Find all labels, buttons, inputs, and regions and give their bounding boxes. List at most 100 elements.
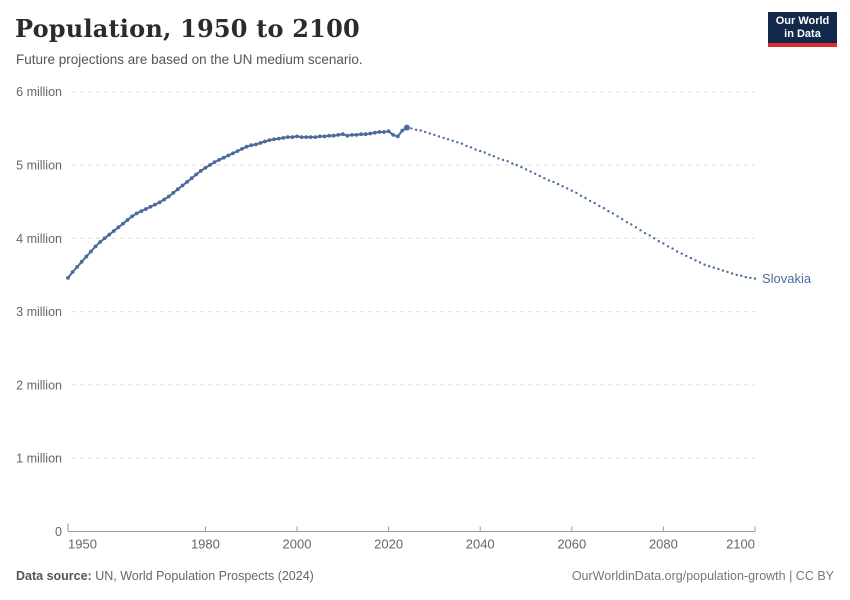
history-point: [153, 202, 157, 207]
projection-point: [593, 201, 596, 205]
projection-point: [579, 194, 583, 197]
projection-point: [511, 162, 514, 165]
owid-logo[interactable]: Our World in Data: [768, 12, 837, 47]
y-tick-label: 6 million: [16, 85, 62, 99]
projection-point: [685, 254, 688, 258]
history-point: [391, 133, 396, 137]
projection-point: [456, 141, 459, 144]
history-point: [185, 180, 190, 184]
history-point: [290, 135, 295, 140]
projection-point: [598, 204, 601, 208]
history-point: [194, 172, 199, 177]
history-point: [130, 214, 135, 219]
x-tick-label: 2060: [557, 537, 586, 552]
y-tick-label: 1 million: [16, 452, 62, 466]
history-point: [313, 135, 318, 140]
history-point: [327, 133, 331, 138]
projection-point: [492, 155, 496, 158]
projection-point: [744, 275, 747, 279]
projection-point: [648, 234, 651, 237]
history-point: [116, 225, 121, 230]
history-point: [308, 135, 313, 140]
projection-point: [428, 132, 431, 135]
projection-point: [410, 127, 413, 130]
y-tick-label: 2 million: [16, 378, 62, 392]
projection-point: [474, 148, 477, 151]
history-point: [400, 128, 405, 133]
history-point: [66, 276, 70, 280]
projection-point: [666, 245, 670, 248]
projection-point: [703, 263, 706, 266]
history-point: [340, 132, 345, 137]
history-point: [240, 147, 244, 151]
projection-point: [414, 128, 418, 131]
projection-point: [529, 170, 532, 173]
history-point: [403, 124, 410, 131]
projection-point: [497, 157, 500, 160]
x-axis: 1950 1980 2000 2020 2040 2060 2080 2100: [67, 523, 756, 552]
projection-point: [547, 179, 551, 182]
projection-point: [520, 166, 523, 169]
history-point: [373, 130, 377, 135]
population-line-slovakia-projection[interactable]: [410, 127, 757, 280]
history-point: [70, 270, 75, 274]
owid-logo-line2: in Data: [784, 27, 821, 40]
projection-point: [694, 259, 697, 262]
history-point: [354, 133, 359, 137]
history-point: [75, 265, 80, 269]
history-point: [198, 169, 203, 173]
projection-point: [625, 221, 628, 224]
x-tick-label: 2000: [283, 537, 312, 552]
projection-point: [735, 273, 738, 277]
history-point: [322, 134, 327, 139]
history-point: [235, 149, 240, 154]
history-point: [377, 130, 382, 134]
projection-point: [671, 247, 674, 250]
history-point: [285, 135, 290, 140]
x-tick-label: 2100: [726, 537, 755, 552]
projection-point: [740, 274, 743, 277]
y-tick-label: 4 million: [16, 232, 62, 246]
slovakia-end-label[interactable]: Slovakia: [762, 271, 812, 286]
history-point: [171, 191, 176, 195]
history-point: [359, 132, 363, 137]
history-point: [331, 133, 336, 138]
projection-point: [726, 270, 729, 274]
history-point: [221, 155, 226, 160]
projection-point: [566, 187, 569, 190]
history-point: [249, 143, 254, 148]
history-point: [304, 135, 309, 140]
data-source-note: Data source: UN, World Population Prospe…: [16, 569, 314, 583]
projection-point: [451, 139, 454, 142]
history-point: [107, 232, 112, 237]
projection-point: [698, 261, 702, 264]
data-source-text: UN, World Population Prospects (2024): [91, 569, 314, 583]
x-tick-label: 2020: [374, 537, 403, 552]
projection-point: [717, 267, 720, 271]
attribution-link[interactable]: OurWorldinData.org/population-growth | C…: [571, 569, 834, 583]
projection-point: [708, 265, 711, 268]
history-point: [382, 130, 386, 134]
x-tick-label: 1980: [191, 537, 220, 552]
projection-point: [437, 135, 441, 138]
projection-point: [602, 207, 606, 210]
page-title: Population, 1950 to 2100: [15, 14, 360, 43]
projection-point: [643, 232, 647, 235]
projection-point: [675, 250, 679, 253]
projection-point: [721, 269, 725, 272]
history-point: [267, 138, 272, 143]
population-line-slovakia-historical[interactable]: [66, 124, 410, 280]
projection-point: [465, 144, 468, 148]
history-point: [139, 209, 144, 214]
history-point: [258, 141, 263, 145]
history-point: [162, 197, 167, 202]
projection-point: [657, 240, 660, 243]
projection-point: [534, 172, 537, 175]
projection-point: [488, 153, 491, 156]
history-point: [79, 259, 84, 264]
history-point: [226, 153, 231, 158]
projection-point: [616, 215, 619, 218]
history-point: [89, 249, 93, 254]
projection-point: [424, 130, 427, 134]
